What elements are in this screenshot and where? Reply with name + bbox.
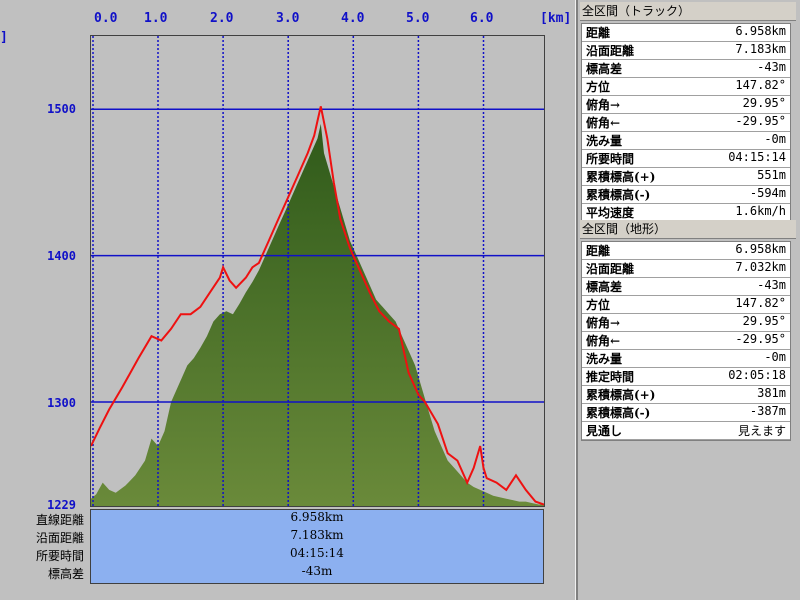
stat-row: 累積標高(+) 381m bbox=[582, 386, 790, 404]
stat-row: 所要時間 04:15:14 bbox=[582, 150, 790, 168]
stat-value: 551m bbox=[757, 168, 786, 182]
x-tick-label: 4.0 bbox=[341, 11, 365, 26]
y-tick-label: 1229 bbox=[47, 498, 76, 512]
stat-label: 見通し bbox=[586, 424, 623, 438]
summary-label: 沿面距離 bbox=[35, 531, 84, 545]
stat-label: 累積標高(-) bbox=[586, 406, 651, 420]
stat-label: 累積標高(+) bbox=[586, 170, 656, 184]
stat-label: 累積標高(-) bbox=[586, 188, 651, 202]
stat-value: -29.95° bbox=[735, 332, 786, 346]
stat-row: 見通し 見えます bbox=[582, 422, 790, 440]
stat-row: 距離 6.958km bbox=[582, 24, 790, 42]
y-tick-label: 1300 bbox=[47, 396, 76, 410]
stat-label: 俯角← bbox=[586, 116, 621, 130]
stat-value: 29.95° bbox=[742, 96, 786, 110]
track-elevation-line bbox=[91, 106, 544, 506]
track-stats-table: 距離 6.958km 沿面距離 7.183km 標高差 -43m 方位 147.82° 俯角→ 2… bbox=[581, 23, 791, 223]
x-tick-label: 0.0 bbox=[94, 11, 118, 26]
stat-value: 7.183km bbox=[735, 42, 786, 56]
stat-value: 02:05:18 bbox=[728, 368, 786, 382]
stat-value: 147.82° bbox=[735, 78, 786, 92]
y-tick-label: 1500 bbox=[47, 102, 76, 116]
stat-value: -387m bbox=[749, 404, 786, 418]
terrain-panel-title: 全区間（地形） bbox=[580, 220, 796, 239]
stat-row: 沿面距離 7.032km bbox=[582, 260, 790, 278]
terrain-stats-table: 距離 6.958km 沿面距離 7.032km 標高差 -43m 方位 147.82° 俯角→ 2… bbox=[581, 241, 791, 441]
stat-row: 方位 147.82° bbox=[582, 296, 790, 314]
stat-row: 俯角← -29.95° bbox=[582, 332, 790, 350]
x-tick-label: 6.0 bbox=[470, 11, 494, 26]
stat-label: 沿面距離 bbox=[586, 44, 635, 58]
stat-value: -43m bbox=[757, 60, 786, 74]
stat-label: 方位 bbox=[586, 298, 611, 312]
summary-value-time: 04:15:14 bbox=[290, 546, 344, 560]
stat-value: -29.95° bbox=[735, 114, 786, 128]
x-tick-label: 1.0 bbox=[144, 11, 168, 26]
summary-label: 所要時間 bbox=[35, 549, 84, 563]
stat-label: 所要時間 bbox=[586, 152, 635, 166]
y-tick-label: 1400 bbox=[47, 249, 76, 263]
stat-value: 381m bbox=[757, 386, 786, 400]
stat-row: 方位 147.82° bbox=[582, 78, 790, 96]
stat-label: 洗み量 bbox=[586, 352, 623, 366]
stat-value: -0m bbox=[764, 350, 786, 364]
stat-row: 俯角→ 29.95° bbox=[582, 314, 790, 332]
stat-label: 平均速度 bbox=[586, 206, 635, 220]
stat-row: 洗み量 -0m bbox=[582, 350, 790, 368]
summary-value-distance: 6.958km bbox=[290, 510, 344, 524]
stat-value: -43m bbox=[757, 278, 786, 292]
stat-row: 累積標高(-) -594m bbox=[582, 186, 790, 204]
stat-label: 標高差 bbox=[586, 280, 623, 294]
stat-value: 6.958km bbox=[735, 242, 786, 256]
elevation-chart[interactable] bbox=[90, 35, 545, 507]
stat-label: 距離 bbox=[586, 244, 611, 258]
stat-label: 俯角← bbox=[586, 334, 621, 348]
elevation-chart-svg bbox=[91, 36, 544, 506]
terrain-area bbox=[91, 123, 544, 506]
stat-value: 1.6km/h bbox=[735, 204, 786, 218]
stat-label: 沿面距離 bbox=[586, 262, 635, 276]
summary-value-surface-distance: 7.183km bbox=[290, 528, 344, 542]
stat-row: 沿面距離 7.183km bbox=[582, 42, 790, 60]
x-tick-label: 5.0 bbox=[406, 11, 430, 26]
stat-label: 洗み量 bbox=[586, 134, 623, 148]
stat-row: 距離 6.958km bbox=[582, 242, 790, 260]
stat-row: 累積標高(-) -387m bbox=[582, 404, 790, 422]
x-axis-unit: [km] bbox=[540, 11, 572, 26]
stat-value: 29.95° bbox=[742, 314, 786, 328]
stat-label: 標高差 bbox=[586, 62, 623, 76]
stat-label: 推定時間 bbox=[586, 370, 635, 384]
stat-label: 俯角→ bbox=[586, 316, 621, 330]
stat-value: 7.032km bbox=[735, 260, 786, 274]
stats-pane: 全区間（トラック） 距離 6.958km 沿面距離 7.183km 標高差 -43m 方位 1… bbox=[578, 0, 800, 600]
stat-row: 標高差 -43m bbox=[582, 278, 790, 296]
stat-value: 147.82° bbox=[735, 296, 786, 310]
stat-row: 俯角← -29.95° bbox=[582, 114, 790, 132]
stat-row: 洗み量 -0m bbox=[582, 132, 790, 150]
summary-label: 直線距離 bbox=[35, 513, 84, 527]
stat-row: 標高差 -43m bbox=[582, 60, 790, 78]
stat-value: 6.958km bbox=[735, 24, 786, 38]
elevation-profile-pane: 0.0 1.0 2.0 3.0 4.0 5.0 6.0 [km] ] 1500 … bbox=[0, 11, 572, 584]
y-axis-label-fragment: ] bbox=[0, 30, 8, 45]
stat-row: 推定時間 02:05:18 bbox=[582, 368, 790, 386]
stat-value: 見えます bbox=[737, 424, 786, 438]
stat-value: 04:15:14 bbox=[728, 150, 786, 164]
track-panel-title: 全区間（トラック） bbox=[580, 2, 796, 21]
summary-value-elevation-diff: -43m bbox=[301, 564, 333, 578]
stat-label: 距離 bbox=[586, 26, 611, 40]
pane-splitter[interactable] bbox=[575, 0, 578, 600]
summary-label: 標高差 bbox=[47, 567, 84, 581]
stat-row: 俯角→ 29.95° bbox=[582, 96, 790, 114]
stat-value: -594m bbox=[749, 186, 786, 200]
summary-box: 6.958km 7.183km 04:15:14 -43m bbox=[90, 509, 544, 584]
stat-row: 累積標高(+) 551m bbox=[582, 168, 790, 186]
stat-label: 俯角→ bbox=[586, 98, 621, 112]
stat-value: -0m bbox=[764, 132, 786, 146]
stat-label: 累積標高(+) bbox=[586, 388, 656, 402]
x-tick-label: 2.0 bbox=[210, 11, 234, 26]
stat-label: 方位 bbox=[586, 80, 611, 94]
x-tick-label: 3.0 bbox=[276, 11, 300, 26]
